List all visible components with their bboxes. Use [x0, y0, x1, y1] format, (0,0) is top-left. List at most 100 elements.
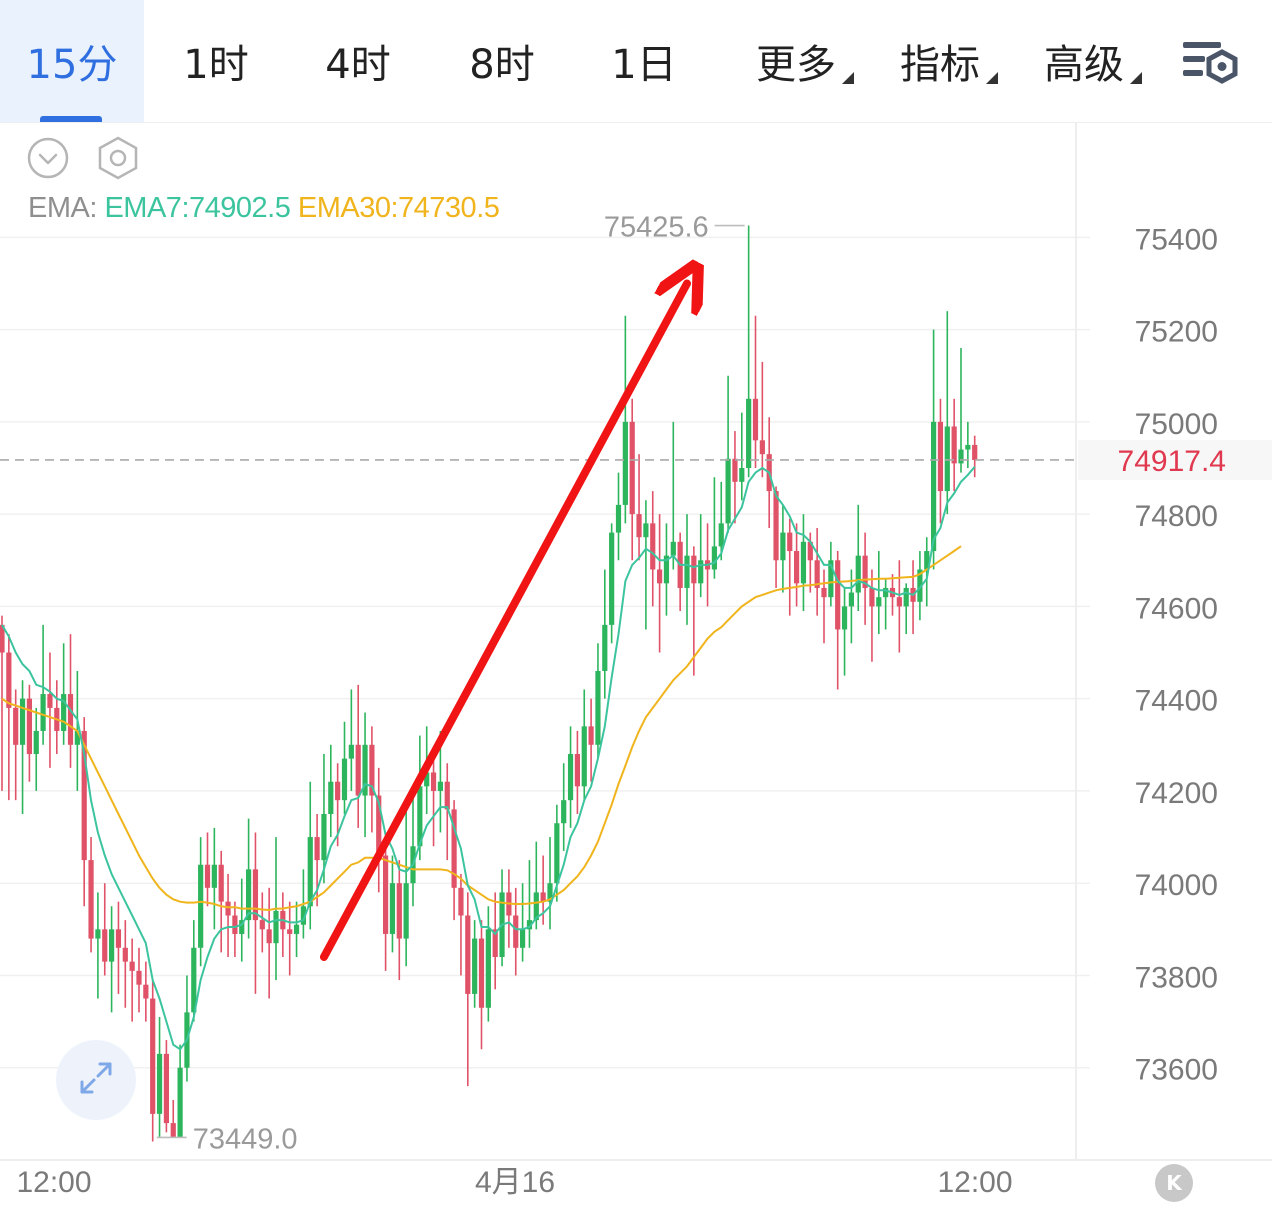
candle-body: [828, 560, 834, 598]
candle-body: [903, 587, 909, 607]
tab-4h[interactable]: 4时: [300, 0, 416, 122]
candle-body: [691, 555, 697, 584]
candle-body: [389, 883, 396, 934]
candle-body: [746, 398, 752, 468]
candle-body: [848, 592, 854, 607]
y-tick-label: 74400: [1135, 685, 1218, 718]
low-marker-label: 73449.0: [193, 1123, 298, 1155]
tab-label: 1时: [183, 42, 249, 88]
candle-body: [177, 1067, 183, 1138]
jump-to-latest-button[interactable]: K: [1155, 1164, 1193, 1202]
candle-body: [451, 809, 457, 888]
candle-body: [540, 892, 546, 902]
tab-label: 高级: [1044, 42, 1124, 88]
candle-body: [246, 869, 252, 921]
candle-body: [458, 887, 464, 916]
candle-body: [444, 781, 450, 810]
candle-body: [821, 587, 827, 598]
hexagon-settings-icon[interactable]: [96, 136, 140, 184]
ema30-line: [1, 545, 962, 912]
candle-body: [547, 883, 553, 902]
candle-body: [958, 449, 964, 464]
k-icon: K: [1166, 1171, 1182, 1195]
candle-body: [362, 744, 368, 796]
y-tick-label: 74600: [1135, 592, 1218, 625]
tab-label: 4时: [325, 42, 391, 88]
candle-body: [794, 551, 800, 584]
tab-label: 8时: [469, 42, 535, 88]
ema7-line: [1, 466, 976, 1051]
candle-body: [609, 532, 615, 625]
candle-body: [574, 754, 580, 787]
candle-body: [348, 744, 354, 759]
dropdown-corner-icon: [842, 72, 854, 84]
expand-button[interactable]: [56, 1040, 136, 1120]
chart-settings-icon[interactable]: [1180, 38, 1244, 88]
tab-advanced[interactable]: 高级: [1024, 0, 1144, 122]
y-tick-label: 73600: [1135, 1054, 1218, 1087]
candle-body: [328, 781, 334, 814]
tab-1d[interactable]: 1日: [586, 0, 702, 122]
ema7-value: EMA7:74902.5: [104, 192, 291, 224]
candle-body: [670, 541, 676, 556]
candle-body: [773, 491, 779, 561]
y-tick-label: 74000: [1135, 869, 1218, 902]
candle-body: [211, 864, 217, 888]
candle-body: [526, 920, 533, 930]
candle-body: [485, 929, 491, 1008]
candle-body: [163, 1053, 169, 1124]
candle-body: [0, 624, 5, 653]
tab-more[interactable]: 更多: [736, 0, 856, 122]
candle-body: [67, 694, 74, 745]
candle-body: [862, 555, 868, 588]
candle-body: [752, 398, 759, 441]
trend-arrow: [319, 283, 687, 962]
current-price-label: 74917.4: [1118, 445, 1226, 478]
candle-body: [74, 730, 80, 745]
candle-body: [198, 864, 204, 948]
candle-body: [136, 970, 142, 985]
candle-body: [924, 551, 930, 570]
candle-body: [150, 998, 156, 1114]
ema-legend: EMA: EMA7:74902.5 EMA30:74730.5: [28, 192, 500, 225]
candle-body: [40, 694, 46, 731]
candle-body: [102, 929, 108, 962]
active-tab-indicator: [40, 116, 102, 122]
candle-body: [252, 869, 259, 921]
candlestick-chart[interactable]: 74917.4 75425.6 73449.0 73600 73800 74000 742…: [0, 122, 1272, 1210]
candle-body: [355, 744, 361, 796]
candle-body: [472, 938, 478, 994]
candle-body: [383, 855, 389, 934]
candle-body: [787, 532, 793, 552]
candle-body: [465, 915, 471, 994]
y-tick-label: 73800: [1135, 961, 1218, 994]
chevron-down-circle-icon[interactable]: [26, 136, 70, 184]
candle-body: [581, 726, 587, 787]
y-tick-label: 75400: [1135, 223, 1218, 256]
candle-body: [115, 929, 122, 948]
tab-label: 15分: [26, 42, 118, 88]
tab-indicators[interactable]: 指标: [880, 0, 1000, 122]
candle-body: [266, 929, 272, 944]
y-tick-label: 74800: [1135, 500, 1218, 533]
tab-1h[interactable]: 1时: [158, 0, 274, 122]
candle-body: [876, 597, 882, 607]
tab-8h[interactable]: 8时: [444, 0, 560, 122]
candle-body: [520, 929, 526, 948]
candle-body: [307, 837, 313, 907]
candle-body: [896, 597, 902, 607]
candle-body: [129, 961, 135, 971]
expand-icon: [74, 1056, 118, 1104]
tab-15m[interactable]: 15分: [0, 0, 144, 122]
candle-body: [6, 652, 12, 708]
candle-body: [533, 892, 539, 921]
candle-body: [430, 772, 437, 791]
x-tick-label: 12:00: [937, 1166, 1012, 1199]
candle-body: [835, 560, 841, 630]
candle-body: [88, 860, 94, 939]
candle-body: [376, 795, 382, 856]
candle-body: [424, 772, 430, 787]
candle-body: [259, 920, 265, 930]
candle-body: [293, 924, 300, 934]
tab-label: 指标: [900, 42, 980, 88]
